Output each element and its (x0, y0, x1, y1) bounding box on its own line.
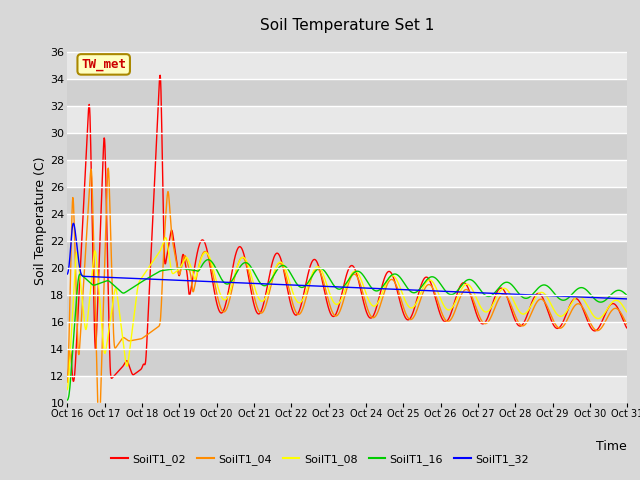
SoilT1_04 (623, 321, 631, 327)
Title: Soil Temperature Set 1: Soil Temperature Set 1 (260, 18, 435, 33)
Bar (67, 79, 627, 106)
SoilT1_16 (129, 284, 137, 290)
SoilT1_04 (323, 293, 331, 299)
Line: SoilT1_02: SoilT1_02 (67, 75, 627, 382)
SoilT1_02 (313, 259, 321, 264)
SoilT1_16 (623, 292, 631, 298)
SoilT1_32 (313, 283, 321, 289)
Line: SoilT1_32: SoilT1_32 (67, 223, 627, 299)
Text: TW_met: TW_met (81, 58, 126, 71)
SoilT1_32 (623, 296, 631, 302)
Bar (67, 241, 627, 268)
SoilT1_16 (63, 397, 71, 403)
SoilT1_16 (204, 257, 212, 263)
Bar (67, 160, 627, 187)
SoilT1_08 (382, 280, 390, 286)
SoilT1_04 (314, 266, 321, 272)
SoilT1_02 (323, 299, 331, 304)
Bar (67, 295, 627, 322)
Bar (67, 106, 627, 133)
SoilT1_16 (323, 271, 331, 277)
SoilT1_04 (108, 254, 115, 260)
Legend: SoilT1_02, SoilT1_04, SoilT1_08, SoilT1_16, SoilT1_32: SoilT1_02, SoilT1_04, SoilT1_08, SoilT1_… (106, 450, 534, 469)
Bar (67, 52, 627, 79)
SoilT1_16 (382, 279, 390, 285)
SoilT1_04 (130, 337, 138, 343)
SoilT1_08 (162, 235, 170, 240)
Line: SoilT1_08: SoilT1_08 (67, 238, 627, 390)
SoilT1_32 (70, 220, 77, 226)
SoilT1_04 (95, 428, 103, 433)
Y-axis label: Soil Temperature (C): Soil Temperature (C) (35, 156, 47, 285)
SoilT1_08 (129, 318, 137, 324)
SoilT1_08 (623, 309, 631, 315)
SoilT1_04 (104, 165, 112, 171)
SoilT1_08 (313, 264, 321, 270)
SoilT1_16 (313, 267, 321, 273)
Bar (67, 133, 627, 160)
SoilT1_08 (323, 282, 331, 288)
SoilT1_16 (301, 283, 309, 289)
SoilT1_02 (382, 271, 390, 277)
SoilT1_16 (107, 279, 115, 285)
Bar (67, 187, 627, 214)
SoilT1_02 (623, 325, 631, 331)
Text: Time: Time (596, 440, 627, 453)
SoilT1_08 (107, 316, 115, 322)
SoilT1_02 (301, 284, 309, 290)
Bar (67, 349, 627, 376)
SoilT1_32 (107, 275, 115, 280)
SoilT1_02 (63, 379, 71, 384)
SoilT1_04 (63, 379, 71, 385)
SoilT1_04 (383, 283, 390, 289)
Bar (67, 214, 627, 241)
Line: SoilT1_16: SoilT1_16 (67, 260, 627, 400)
SoilT1_08 (301, 291, 309, 297)
SoilT1_08 (63, 387, 71, 393)
SoilT1_02 (129, 372, 137, 378)
SoilT1_04 (301, 297, 309, 303)
SoilT1_32 (130, 276, 138, 281)
SoilT1_02 (156, 72, 164, 78)
Bar (67, 376, 627, 403)
Line: SoilT1_04: SoilT1_04 (67, 168, 627, 431)
SoilT1_32 (323, 284, 331, 289)
SoilT1_02 (107, 371, 115, 376)
SoilT1_32 (301, 283, 309, 288)
Bar (67, 322, 627, 349)
SoilT1_32 (382, 286, 390, 292)
Bar (67, 268, 627, 295)
SoilT1_32 (63, 271, 71, 277)
